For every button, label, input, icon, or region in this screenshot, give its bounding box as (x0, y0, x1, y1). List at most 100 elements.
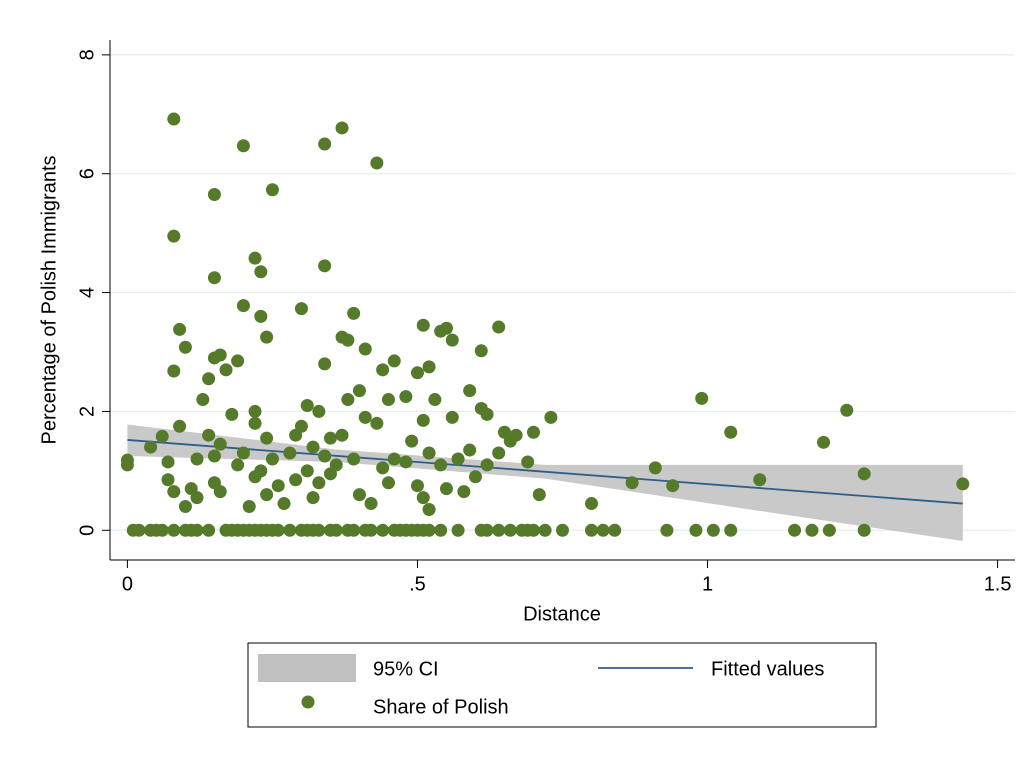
y-tick-label: 8 (76, 49, 98, 60)
point (202, 428, 216, 442)
point (213, 437, 227, 451)
y-tick-label: 2 (76, 406, 98, 417)
x-tick-label: .5 (409, 573, 426, 595)
x-tick-label: 1.5 (984, 573, 1012, 595)
point (706, 523, 720, 537)
point (585, 497, 599, 511)
point (207, 188, 221, 202)
point (526, 425, 540, 439)
point (283, 523, 297, 537)
point (167, 229, 181, 243)
point (306, 491, 320, 505)
point (248, 404, 262, 418)
point (492, 446, 506, 460)
point (260, 488, 274, 502)
point (648, 461, 662, 475)
point (434, 523, 448, 537)
point (840, 403, 854, 417)
point (167, 485, 181, 499)
point (173, 419, 187, 433)
point (399, 455, 413, 469)
point (416, 318, 430, 332)
point (857, 467, 871, 481)
point (387, 452, 401, 466)
point (660, 523, 674, 537)
point (248, 251, 262, 265)
point (120, 458, 134, 472)
point (167, 112, 181, 126)
point (265, 183, 279, 197)
point (788, 523, 802, 537)
y-tick-label: 6 (76, 168, 98, 179)
point (202, 523, 216, 537)
point (474, 344, 488, 358)
point (503, 523, 517, 537)
point (306, 440, 320, 454)
point (439, 321, 453, 335)
point (312, 476, 326, 490)
point (144, 440, 158, 454)
legend-label: Fitted values (711, 658, 824, 680)
point (155, 429, 169, 443)
point (231, 458, 245, 472)
point (231, 354, 245, 368)
point (509, 428, 523, 442)
point (381, 476, 395, 490)
point (300, 464, 314, 478)
point (817, 435, 831, 449)
point (318, 357, 332, 371)
point (358, 342, 372, 356)
point (405, 434, 419, 448)
point (213, 485, 227, 499)
point (532, 488, 546, 502)
point (358, 410, 372, 424)
point (376, 523, 390, 537)
legend-swatch (258, 654, 356, 682)
point (132, 523, 146, 537)
legend-label: Share of Polish (373, 696, 509, 718)
y-tick-label: 0 (76, 525, 98, 536)
point (463, 443, 477, 457)
point (352, 488, 366, 502)
point (399, 390, 413, 404)
confidence-band (127, 424, 963, 541)
point (347, 306, 361, 320)
point (260, 330, 274, 344)
point (236, 299, 250, 313)
point (155, 523, 169, 537)
point (480, 458, 494, 472)
point (428, 393, 442, 407)
point (422, 360, 436, 374)
point (318, 259, 332, 273)
point (956, 477, 970, 491)
point (857, 523, 871, 537)
point (381, 393, 395, 407)
point (335, 428, 349, 442)
point (294, 419, 308, 433)
point (463, 384, 477, 398)
point (329, 458, 343, 472)
point (538, 523, 552, 537)
point (271, 479, 285, 493)
point (556, 523, 569, 537)
point (416, 491, 430, 505)
point (207, 271, 221, 285)
point (422, 502, 436, 516)
point (265, 452, 279, 466)
point (457, 485, 471, 499)
point (724, 425, 738, 439)
point (190, 452, 204, 466)
point (236, 446, 250, 460)
point (283, 446, 297, 460)
point (225, 407, 239, 421)
point (167, 364, 181, 378)
point (167, 523, 181, 537)
point (585, 523, 599, 537)
point (468, 470, 482, 484)
point (480, 407, 494, 421)
x-tick-label: 0 (122, 573, 133, 595)
point (666, 479, 680, 493)
point (207, 449, 221, 463)
